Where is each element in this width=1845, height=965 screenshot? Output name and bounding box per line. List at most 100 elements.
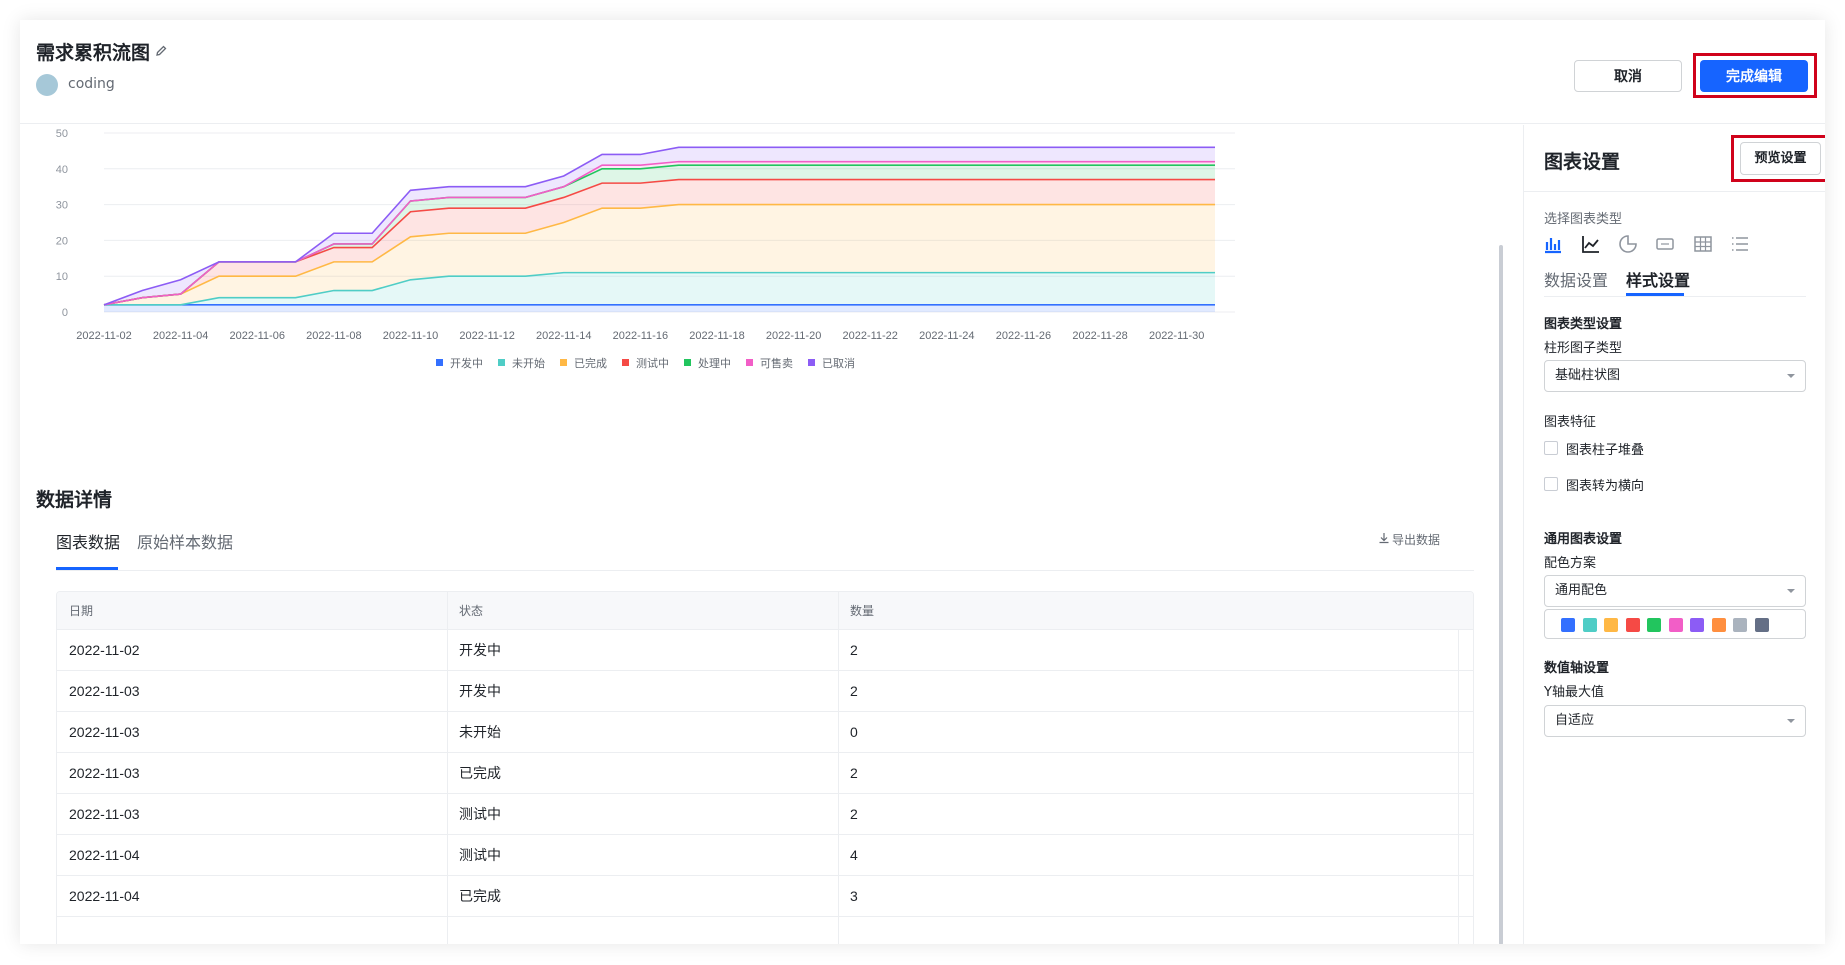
cell-status: 未开始	[459, 724, 501, 740]
legend-label: 已完成	[574, 356, 607, 370]
color-palette[interactable]	[1544, 609, 1806, 639]
legend-swatch	[684, 359, 691, 366]
cell-count: 2	[850, 642, 858, 658]
table-row: 2022-11-03 测试中 2	[57, 794, 1473, 835]
bar-chart-icon[interactable]	[1542, 233, 1564, 255]
main-scrollbar[interactable]	[1499, 245, 1503, 944]
palette-swatch	[1561, 618, 1575, 632]
palette-swatch	[1733, 618, 1747, 632]
chevron-down-icon	[1787, 589, 1795, 593]
column-divider	[447, 592, 448, 944]
table-row: 2022-11-04 已完成 3	[57, 876, 1473, 917]
color-scheme-select[interactable]: 通用配色	[1544, 575, 1806, 607]
color-scheme-value: 通用配色	[1555, 583, 1608, 598]
y-tick-label: 50	[56, 128, 68, 140]
stack-label: 图表柱子堆叠	[1566, 443, 1645, 458]
download-icon[interactable]	[1378, 531, 1390, 545]
palette-swatch	[1604, 618, 1618, 632]
preview-button-highlight	[1731, 135, 1825, 182]
active-tab-indicator	[56, 567, 118, 570]
x-tick-label: 2022-11-18	[689, 330, 744, 342]
cumulative-flow-chart: 0 10 20 30 40 50 2022-11-02 2022-11-04 2022-11-0…	[56, 128, 1235, 370]
cell-date: 2022-11-03	[69, 724, 140, 740]
legend-swatch	[808, 359, 815, 366]
series-line	[103, 146, 1215, 306]
horizontal-checkbox[interactable]	[1544, 477, 1558, 491]
legend-label: 未开始	[512, 356, 545, 370]
legend-swatch	[560, 359, 567, 366]
x-tick-label: 2022-11-22	[842, 330, 897, 342]
table-row: 2022-11-03 已完成 2	[57, 753, 1473, 794]
tab-data-settings[interactable]: 数据设置	[1544, 271, 1609, 290]
bar-type-label: 柱形图子类型	[1544, 341, 1623, 356]
series-area	[104, 272, 1215, 305]
x-tick-label: 2022-11-02	[76, 330, 131, 342]
legend-swatch	[746, 359, 753, 366]
legend-swatch	[622, 359, 629, 366]
legend-label: 可售卖	[760, 356, 793, 370]
list-icon[interactable]	[1729, 233, 1751, 255]
details-title: 数据详情	[36, 489, 113, 511]
cell-date: 2022-11-03	[69, 765, 140, 781]
page-header: 需求累积流图 coding 取消 完成编辑	[20, 20, 1825, 124]
palette-swatch	[1754, 618, 1769, 632]
table-row: 2022-11-03 未开始 0	[57, 712, 1473, 753]
series-line	[103, 203, 1215, 306]
x-tick-label: 2022-11-04	[153, 330, 208, 342]
line-chart-icon[interactable]	[1580, 233, 1602, 255]
settings-panel: 图表设置 选择图表类型 数据设置 样式设置 图表类型设置 柱形图子类型	[1523, 125, 1825, 944]
palette-swatch	[1668, 618, 1683, 632]
ymax-select[interactable]: 自适应	[1544, 705, 1806, 737]
y-tick-label: 20	[56, 235, 68, 247]
table-row: 2022-11-04 测试中 4	[57, 835, 1473, 876]
tab-raw-data[interactable]: 原始样本数据	[137, 533, 234, 552]
edit-title-icon[interactable]	[154, 44, 168, 58]
palette-swatch	[1625, 618, 1640, 632]
x-tick-label: 2022-11-28	[1072, 330, 1127, 342]
x-tick-label: 2022-11-14	[536, 330, 591, 342]
table-icon[interactable]	[1692, 233, 1714, 255]
stack-checkbox[interactable]	[1544, 441, 1558, 455]
active-panel-tab-indicator	[1626, 293, 1684, 296]
series-area	[104, 304, 1215, 312]
column-header-date: 日期	[69, 604, 94, 618]
main-content: 0 10 20 30 40 50 2022-11-02 2022-11-04 2022-11-0…	[20, 125, 1522, 944]
panel-tab-divider	[1544, 296, 1806, 297]
palette-swatch	[1711, 618, 1726, 632]
legend-label: 测试中	[636, 357, 669, 370]
finish-edit-button[interactable]: 完成编辑	[1700, 60, 1808, 92]
panel-title: 图表设置	[1544, 151, 1621, 173]
cell-date: 2022-11-02	[69, 642, 140, 658]
tab-chart-data[interactable]: 图表数据	[56, 533, 121, 552]
cell-status: 已完成	[459, 888, 501, 904]
tab-style-settings[interactable]: 样式设置	[1626, 271, 1691, 290]
preview-settings-button[interactable]: 预览设置	[1740, 142, 1821, 175]
chart-type-label: 选择图表类型	[1544, 212, 1623, 227]
table-row: 2022-11-03 开发中 2	[57, 671, 1473, 712]
page-title: 需求累积流图	[36, 42, 151, 64]
cell-date: 2022-11-03	[69, 683, 140, 699]
table-row: 2022-11-02 开发中 2	[57, 630, 1473, 671]
x-tick-label: 2022-11-16	[613, 330, 668, 342]
series-line	[104, 271, 1215, 306]
cancel-button[interactable]: 取消	[1574, 60, 1682, 92]
cell-count: 2	[850, 765, 858, 781]
y-tick-label: 0	[62, 307, 68, 319]
cell-status: 已完成	[459, 765, 501, 781]
features-heading: 图表特征	[1544, 415, 1597, 430]
bar-type-select[interactable]: 基础柱状图	[1544, 360, 1806, 392]
data-table: 日期 状态 数量 2022-11-02 开发中 2 2022-11-03 开发中 2 202…	[56, 591, 1474, 944]
x-tick-label: 2022-11-26	[996, 330, 1051, 342]
cell-date: 2022-11-04	[69, 888, 140, 904]
x-tick-label: 2022-11-24	[919, 330, 974, 342]
x-tick-label: 2022-11-12	[459, 330, 514, 342]
cell-status: 开发中	[459, 683, 501, 699]
export-data-link[interactable]: 导出数据	[1392, 533, 1441, 547]
palette-swatch	[1582, 618, 1597, 632]
color-scheme-label: 配色方案	[1544, 556, 1597, 571]
cell-status: 测试中	[459, 847, 501, 863]
cell-count: 3	[850, 888, 858, 904]
cell-date: 2022-11-03	[69, 806, 140, 822]
number-card-icon[interactable]	[1654, 233, 1676, 255]
pie-chart-icon[interactable]	[1617, 233, 1639, 255]
